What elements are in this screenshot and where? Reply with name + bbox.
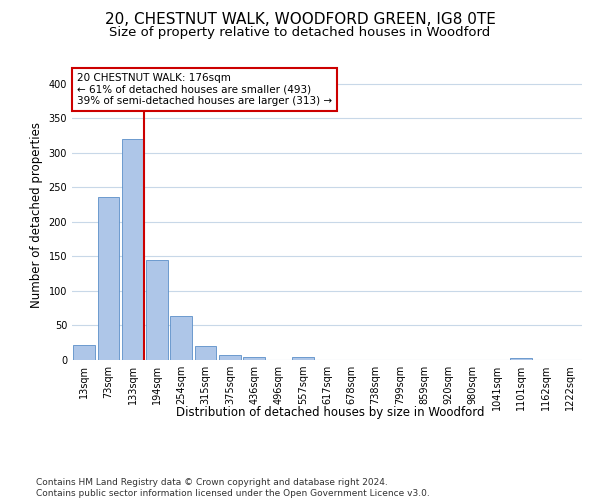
Text: 20 CHESTNUT WALK: 176sqm
← 61% of detached houses are smaller (493)
39% of semi-: 20 CHESTNUT WALK: 176sqm ← 61% of detach…: [77, 73, 332, 106]
Text: Distribution of detached houses by size in Woodford: Distribution of detached houses by size …: [176, 406, 484, 419]
Bar: [194, 346, 217, 360]
Bar: [97, 197, 119, 360]
Bar: [146, 260, 168, 360]
Y-axis label: Number of detached properties: Number of detached properties: [30, 122, 43, 308]
Bar: [122, 139, 143, 360]
Bar: [511, 358, 532, 360]
Bar: [243, 357, 265, 360]
Text: Contains HM Land Registry data © Crown copyright and database right 2024.
Contai: Contains HM Land Registry data © Crown c…: [36, 478, 430, 498]
Text: 20, CHESTNUT WALK, WOODFORD GREEN, IG8 0TE: 20, CHESTNUT WALK, WOODFORD GREEN, IG8 0…: [104, 12, 496, 28]
Bar: [219, 355, 241, 360]
Text: Size of property relative to detached houses in Woodford: Size of property relative to detached ho…: [109, 26, 491, 39]
Bar: [73, 345, 95, 360]
Bar: [292, 357, 314, 360]
Bar: [170, 316, 192, 360]
